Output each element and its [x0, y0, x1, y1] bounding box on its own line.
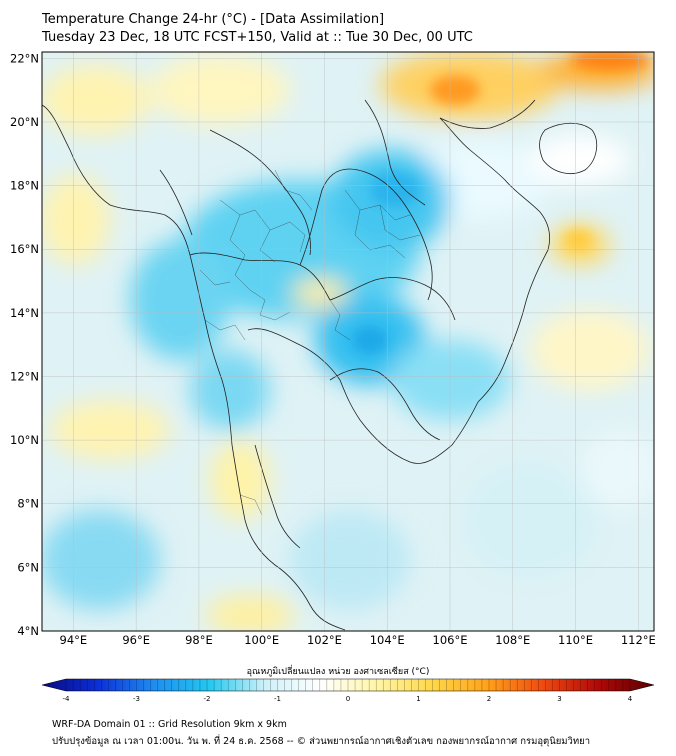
lon-tick-label: 108°E — [495, 633, 530, 647]
map-title: Temperature Change 24-hr (°C) - [Data As… — [42, 12, 385, 27]
colorbar-tick-label: 3 — [557, 695, 561, 703]
lon-tick-label: 104°E — [370, 633, 405, 647]
lat-tick-label: 22°N — [10, 51, 39, 65]
colorbar-tick-label: -2 — [204, 695, 211, 703]
lat-tick-label: 14°N — [10, 306, 39, 320]
colorbar-tick-label: 4 — [628, 695, 633, 703]
lat-tick-label: 18°N — [10, 179, 39, 193]
lon-tick-label: 102°E — [307, 633, 342, 647]
province-lines — [199, 169, 421, 516]
colorbar-minor-ticks — [65, 679, 631, 691]
lat-tick-label: 16°N — [10, 242, 39, 256]
latitude-labels: 4°N 6°N 8°N 10°N 12°N 14°N 16°N 18°N 20°N 22°N — [10, 51, 39, 638]
lon-tick-label: 94°E — [60, 633, 88, 647]
longitude-labels: 94°E 96°E 98°E 100°E 102°E 104°E 106°E 108°E 110… — [60, 633, 656, 647]
colorbar-tick-label: 0 — [346, 695, 350, 703]
lon-tick-label: 112°E — [621, 633, 656, 647]
gridlines — [42, 52, 654, 632]
lon-tick-label: 100°E — [244, 633, 279, 647]
temperature-field — [42, 52, 654, 631]
lat-tick-label: 20°N — [10, 115, 39, 129]
footer-model-info: WRF-DA Domain 01 :: Grid Resolution 9km … — [52, 719, 287, 730]
colorbar-tick-labels: -4 -3 -2 -1 0 1 2 3 4 — [63, 695, 633, 703]
lon-tick-label: 96°E — [122, 633, 150, 647]
lon-tick-label: 98°E — [185, 633, 213, 647]
colorbar-tick-label: -4 — [63, 695, 71, 703]
plot-frame — [41, 51, 655, 632]
colorbar-tick-label: -1 — [274, 695, 281, 703]
footer-credits: ปรับปรุงข้อมูล ณ เวลา 01:00น. วัน พ. ที่… — [52, 736, 591, 747]
temperature-change-map: 4°N 6°N 8°N 10°N 12°N 14°N 16°N 18°N 20°N 22°N 94… — [10, 51, 656, 647]
colorbar-tick-label: -3 — [133, 695, 140, 703]
map-subtitle: Tuesday 23 Dec, 18 UTC FCST+150, Valid a… — [42, 30, 473, 45]
colorbar-tick-label: 2 — [487, 695, 491, 703]
lat-tick-label: 4°N — [17, 624, 39, 638]
colorbar-title: อุณหภูมิเปลี่ยนแปลง หน่วย องศาเซลเซียส (… — [246, 667, 430, 677]
colorbar-tick-label: 1 — [416, 695, 420, 703]
colorbar-gradient — [41, 678, 655, 692]
lat-tick-label: 10°N — [10, 433, 39, 447]
lon-tick-label: 110°E — [558, 633, 593, 647]
field-peaks — [352, 52, 650, 354]
lat-tick-label: 12°N — [10, 369, 39, 383]
lon-tick-label: 106°E — [433, 633, 468, 647]
coastlines-and-borders — [42, 99, 598, 631]
lat-tick-label: 6°N — [17, 560, 39, 574]
lat-tick-label: 8°N — [17, 497, 39, 511]
